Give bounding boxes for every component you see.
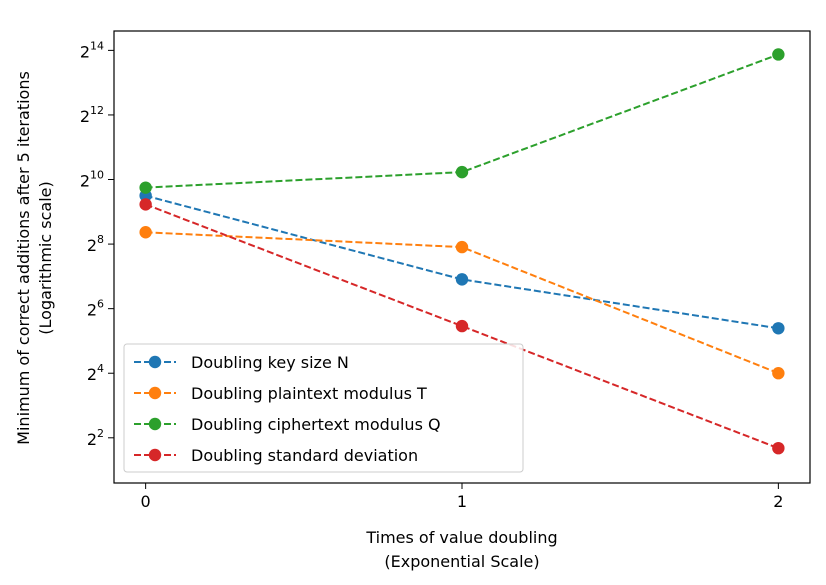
x-axis-label-line2: (Exponential Scale) [384,552,539,571]
x-tick-label: 0 [141,492,151,511]
legend-label: Doubling plaintext modulus T [191,384,427,403]
data-point [455,273,469,286]
legend-marker [148,448,162,462]
y-tick-label: 214 [80,39,104,61]
legend-label: Doubling standard deviation [191,446,418,465]
x-tick-label: 1 [457,492,467,511]
y-tick-label: 24 [87,362,104,384]
y-axis-ticks: 22 24 26 28 210 212 214 [80,39,114,449]
legend-label: Doubling ciphertext modulus Q [191,415,441,434]
x-axis-label-line1: Times of value doubling [365,528,557,547]
data-point [139,198,152,211]
data-point [455,319,469,333]
y-tick-label: 212 [80,104,104,126]
data-point [772,367,785,380]
series-line-3 [145,203,779,450]
x-tick-label: 2 [773,492,783,511]
data-point [772,48,785,61]
series-line-0 [145,194,779,330]
legend-marker [148,355,162,369]
y-tick-label: 210 [80,169,104,191]
data-point [455,240,469,254]
legend-marker [148,386,162,400]
legend: Doubling key size N Doubling plaintext mo… [123,343,524,473]
y-axis-label-line2: (Logarithmic scale) [36,181,55,334]
y-tick-label: 22 [87,427,104,449]
y-tick-label: 26 [87,298,104,320]
y-tick-label: 28 [87,233,104,255]
series-layer [139,48,785,455]
legend-marker [148,417,162,431]
legend-box [123,343,524,473]
data-point [455,165,469,179]
legend-label: Doubling key size N [191,353,349,372]
data-point [772,441,785,455]
x-axis-ticks: 0 1 2 [141,483,783,511]
data-point [139,226,152,239]
data-point [772,322,785,335]
data-point [139,181,152,194]
y-axis-label-line1: Minimum of correct additions after 5 ite… [14,71,33,445]
